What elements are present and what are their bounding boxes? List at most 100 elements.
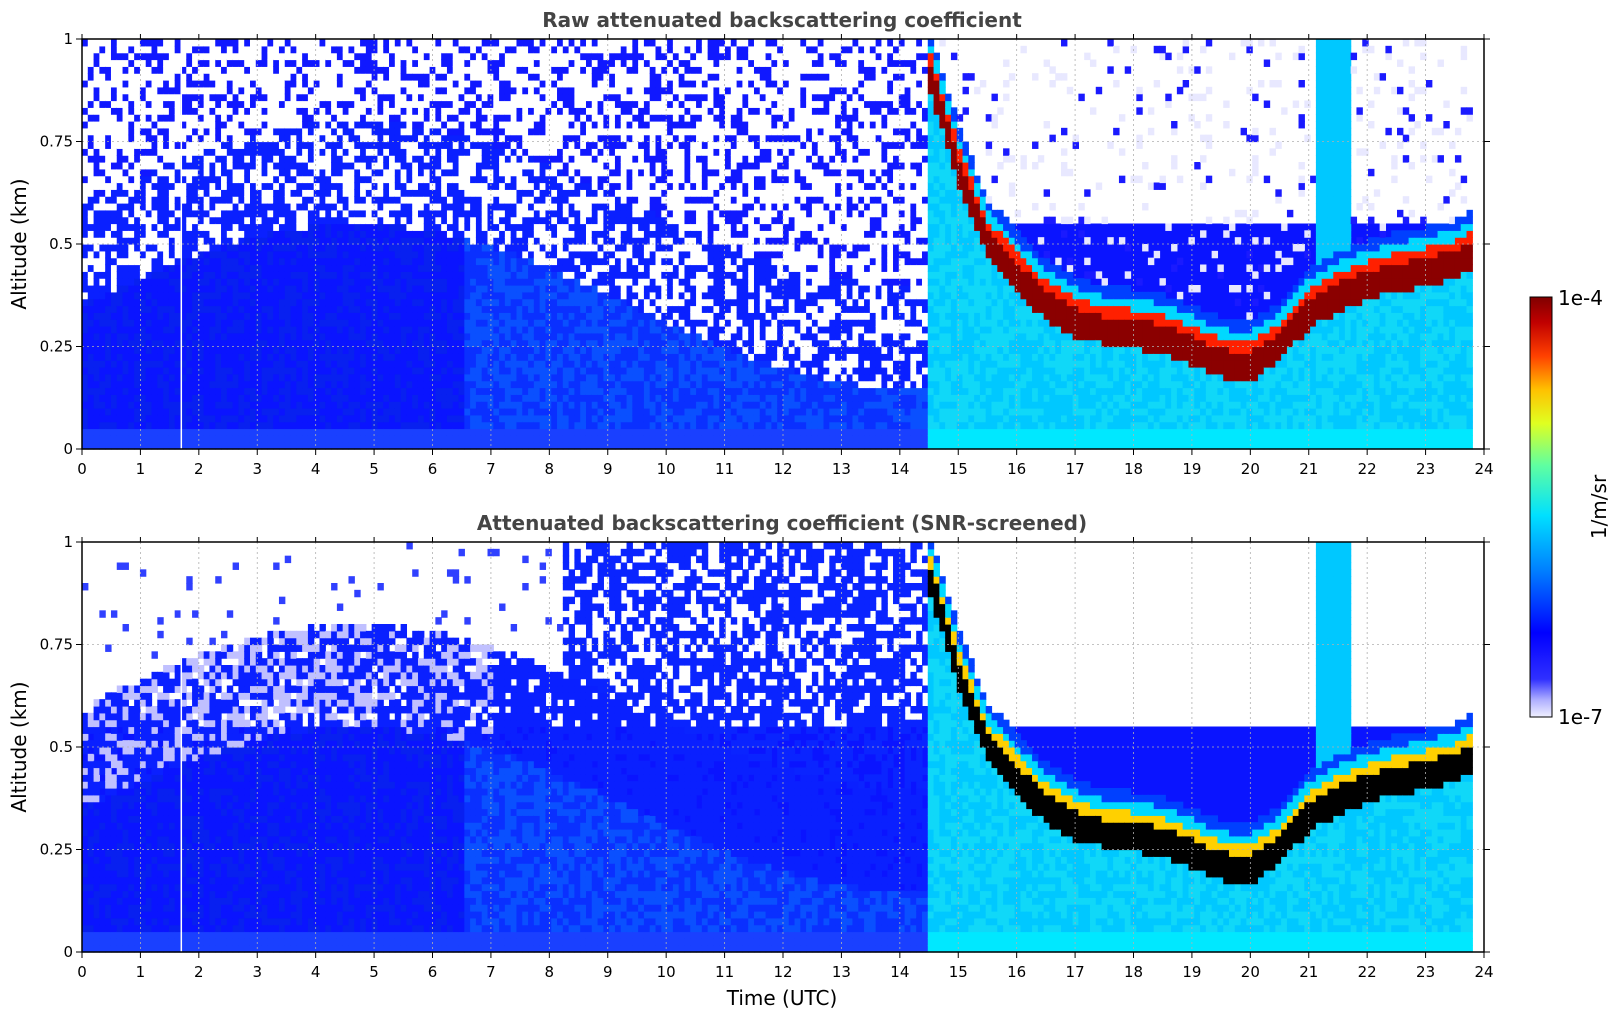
heatmap-cell bbox=[354, 360, 360, 367]
heatmap-cell bbox=[140, 271, 146, 278]
heatmap-cell bbox=[314, 374, 320, 381]
heatmap-cell bbox=[493, 230, 499, 237]
heatmap-cell bbox=[516, 46, 522, 53]
heatmap-cell bbox=[482, 128, 488, 135]
heatmap-cell bbox=[406, 319, 412, 326]
heatmap-cell bbox=[377, 80, 383, 87]
heatmap-cell bbox=[111, 169, 117, 176]
heatmap-cell bbox=[209, 312, 215, 319]
heatmap-cell bbox=[377, 299, 383, 306]
heatmap-cell bbox=[244, 210, 250, 217]
heatmap-cell bbox=[360, 333, 366, 340]
heatmap-cell bbox=[209, 381, 215, 388]
heatmap-cell bbox=[123, 353, 129, 360]
heatmap-cell bbox=[285, 435, 291, 442]
heatmap-cell bbox=[308, 292, 314, 299]
heatmap-cell bbox=[540, 169, 546, 176]
heatmap-cell bbox=[337, 388, 343, 395]
heatmap-cell bbox=[441, 230, 447, 237]
heatmap-cell bbox=[528, 401, 534, 408]
heatmap-cell bbox=[152, 46, 158, 53]
heatmap-cell bbox=[302, 360, 308, 367]
heatmap-cell bbox=[325, 142, 331, 149]
heatmap-cell bbox=[186, 258, 192, 265]
heatmap-cell bbox=[406, 401, 412, 408]
heatmap-cell bbox=[94, 224, 100, 231]
heatmap-cell bbox=[227, 319, 233, 326]
heatmap-cell bbox=[123, 230, 129, 237]
heatmap-cell bbox=[511, 306, 517, 313]
heatmap-cell bbox=[366, 360, 372, 367]
heatmap-cell bbox=[383, 422, 389, 429]
heatmap-cell bbox=[256, 360, 262, 367]
heatmap-cell bbox=[88, 326, 94, 333]
heatmap-cell bbox=[285, 244, 291, 251]
heatmap-cell bbox=[215, 312, 221, 319]
heatmap-cell bbox=[285, 189, 291, 196]
heatmap-cell bbox=[522, 401, 528, 408]
heatmap-cell bbox=[186, 217, 192, 224]
heatmap-cell bbox=[557, 292, 563, 299]
heatmap-cell bbox=[163, 121, 169, 128]
heatmap-cell bbox=[99, 142, 105, 149]
heatmap-cell bbox=[470, 415, 476, 422]
heatmap-cell bbox=[453, 401, 459, 408]
heatmap-cell bbox=[296, 299, 302, 306]
heatmap-cell bbox=[447, 333, 453, 340]
heatmap-cell bbox=[82, 162, 88, 169]
heatmap-cell bbox=[256, 312, 262, 319]
heatmap-cell bbox=[482, 196, 488, 203]
heatmap-cell bbox=[389, 388, 395, 395]
heatmap-cell bbox=[545, 319, 551, 326]
heatmap-cell bbox=[389, 347, 395, 354]
heatmap-cell bbox=[545, 415, 551, 422]
heatmap-cell bbox=[499, 319, 505, 326]
heatmap-cell bbox=[250, 101, 256, 108]
heatmap-cell bbox=[82, 87, 88, 94]
heatmap-cell bbox=[169, 203, 175, 210]
heatmap-cell bbox=[273, 148, 279, 155]
heatmap-cell bbox=[175, 333, 181, 340]
heatmap-cell bbox=[273, 435, 279, 442]
heatmap-cell bbox=[233, 394, 239, 401]
heatmap-cell bbox=[511, 73, 517, 80]
heatmap-cell bbox=[209, 203, 215, 210]
heatmap-cell bbox=[192, 340, 198, 347]
heatmap-cell bbox=[366, 135, 372, 142]
heatmap-cell bbox=[464, 39, 470, 46]
heatmap-cell bbox=[175, 360, 181, 367]
heatmap-cell bbox=[88, 114, 94, 121]
heatmap-cell bbox=[493, 189, 499, 196]
heatmap-cell bbox=[401, 210, 407, 217]
heatmap-cell bbox=[88, 435, 94, 442]
heatmap-cell bbox=[296, 155, 302, 162]
heatmap-cell bbox=[516, 258, 522, 265]
heatmap-cell bbox=[441, 155, 447, 162]
heatmap-cell bbox=[123, 183, 129, 190]
heatmap-cell bbox=[343, 271, 349, 278]
heatmap-cell bbox=[412, 210, 418, 217]
heatmap-cell bbox=[389, 53, 395, 60]
heatmap-cell bbox=[146, 224, 152, 231]
heatmap-cell bbox=[459, 401, 465, 408]
heatmap-cell bbox=[389, 285, 395, 292]
heatmap-cell bbox=[285, 299, 291, 306]
heatmap-cell bbox=[482, 326, 488, 333]
heatmap-cell bbox=[175, 353, 181, 360]
heatmap-cell bbox=[94, 114, 100, 121]
heatmap-cell bbox=[204, 39, 210, 46]
heatmap-cell bbox=[418, 39, 424, 46]
heatmap-cell bbox=[152, 271, 158, 278]
heatmap-cell bbox=[325, 128, 331, 135]
heatmap-cell bbox=[424, 224, 430, 231]
heatmap-cell bbox=[395, 415, 401, 422]
heatmap-cell bbox=[482, 46, 488, 53]
heatmap-cell bbox=[146, 394, 152, 401]
heatmap-cell bbox=[511, 415, 517, 422]
heatmap-cell bbox=[308, 210, 314, 217]
heatmap-cell bbox=[377, 169, 383, 176]
heatmap-cell bbox=[134, 367, 140, 374]
heatmap-cell bbox=[563, 353, 569, 360]
heatmap-cell bbox=[447, 162, 453, 169]
heatmap-cell bbox=[227, 176, 233, 183]
